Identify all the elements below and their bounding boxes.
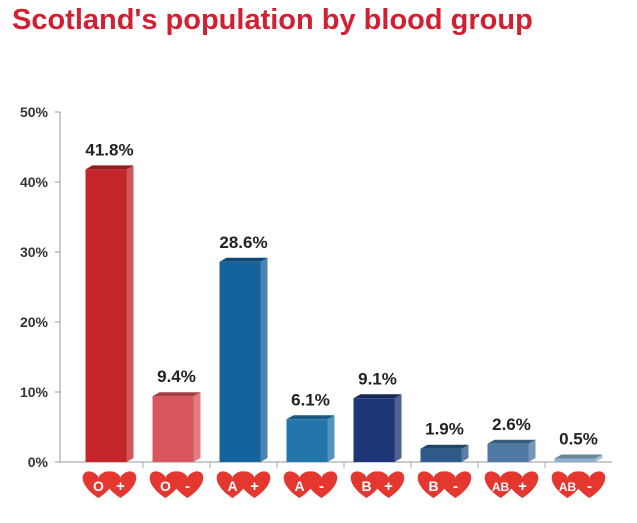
data-label: 9.1% xyxy=(358,369,397,388)
bar-side xyxy=(461,444,469,462)
bar xyxy=(152,392,201,462)
category-sign: - xyxy=(587,478,592,495)
bar xyxy=(420,444,469,462)
y-tick-label: 0% xyxy=(28,454,49,470)
heart-icon xyxy=(305,471,338,498)
bar-front xyxy=(152,396,194,462)
bar xyxy=(554,454,603,462)
data-label: 1.9% xyxy=(425,420,464,439)
category-sign: + xyxy=(116,478,125,495)
y-tick-label: 40% xyxy=(20,174,49,190)
bar-front xyxy=(353,398,395,462)
bar-front xyxy=(487,443,529,462)
bar-side xyxy=(595,454,603,462)
bar-front xyxy=(420,448,462,462)
chart-title: Scotland's population by blood group xyxy=(12,4,533,36)
category-label: B xyxy=(361,478,371,494)
category-label: A xyxy=(294,478,304,494)
y-tick-label: 30% xyxy=(20,244,49,260)
bar-top xyxy=(85,165,134,170)
bar-top xyxy=(152,392,201,397)
bar xyxy=(85,165,134,462)
bar-top xyxy=(554,454,603,459)
category-label: A xyxy=(227,478,237,494)
bar xyxy=(286,415,335,462)
category-sign: + xyxy=(250,478,259,495)
category-label: B xyxy=(428,478,438,494)
data-label: 2.6% xyxy=(492,415,531,434)
bar-side xyxy=(126,165,134,462)
heart-icon xyxy=(439,471,472,498)
bar-side xyxy=(193,392,201,462)
category-sign: - xyxy=(185,478,190,495)
category-label: O xyxy=(160,478,171,494)
y-tick-label: 10% xyxy=(20,384,49,400)
bar-top xyxy=(353,394,402,399)
heart-icon xyxy=(573,471,606,498)
bar-side xyxy=(260,257,268,462)
heart-icon xyxy=(171,471,204,498)
bar-top xyxy=(219,257,268,262)
data-label: 0.5% xyxy=(559,430,598,449)
bar-front xyxy=(554,458,596,462)
bar-front xyxy=(286,419,328,462)
bar-front xyxy=(85,169,127,462)
category-sign: - xyxy=(453,478,458,495)
bar-side xyxy=(327,415,335,462)
bar-top xyxy=(420,444,469,449)
bar xyxy=(353,394,402,462)
category-label: AB xyxy=(492,480,510,494)
bar-front xyxy=(219,261,261,462)
category-label: O xyxy=(93,478,104,494)
heart-icon xyxy=(104,471,137,498)
y-tick-label: 50% xyxy=(20,104,49,120)
category-sign: + xyxy=(384,478,393,495)
heart-icon xyxy=(506,471,539,498)
bar-top xyxy=(487,439,536,444)
data-label: 9.4% xyxy=(157,367,196,386)
bar xyxy=(487,439,536,462)
heart-icon xyxy=(238,471,271,498)
y-tick-label: 20% xyxy=(20,314,49,330)
data-label: 28.6% xyxy=(219,233,267,252)
category-sign: - xyxy=(319,478,324,495)
category-sign: + xyxy=(518,478,527,495)
heart-icon xyxy=(372,471,405,498)
data-label: 6.1% xyxy=(291,390,330,409)
data-label: 41.8% xyxy=(85,140,133,159)
category-label: AB xyxy=(559,480,577,494)
bar-side xyxy=(528,439,536,462)
bar-top xyxy=(286,415,335,420)
bar xyxy=(219,257,268,462)
bar-side xyxy=(394,394,402,462)
